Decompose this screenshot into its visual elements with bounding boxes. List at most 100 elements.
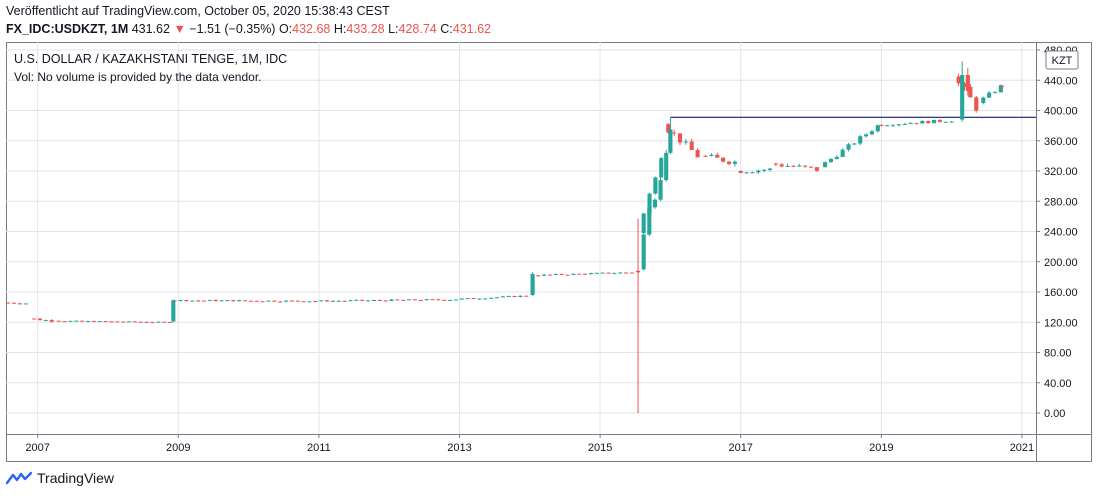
candle-body	[360, 299, 365, 301]
down-arrow-icon: ▼	[173, 22, 186, 36]
quote-bar: FX_IDC:USDKZT, 1M 431.62 ▼ −1.51 (−0.35%…	[6, 22, 491, 36]
candle-body	[968, 86, 973, 98]
chart-title: U.S. DOLLAR / KAZAKHSTANI TENGE, 1M, IDC	[14, 52, 287, 66]
time-axis[interactable]: 2007 2009 2011 2013 2015 2017 2019 2021	[25, 434, 1034, 454]
low-label: L:	[388, 22, 399, 36]
candle-body	[518, 295, 523, 297]
candle-body	[962, 83, 967, 87]
candle-body	[659, 158, 664, 178]
candle-body	[489, 297, 494, 299]
candle-body	[11, 302, 17, 304]
volume-note: Vol: No volume is provided by the data v…	[14, 70, 261, 84]
candle-body	[377, 300, 382, 302]
change-value: −1.51 (−0.35%)	[189, 22, 276, 36]
x-tick-label: 2017	[728, 442, 752, 454]
candle-body	[32, 318, 37, 320]
candle-body	[785, 165, 790, 167]
chart-area[interactable]: 0.00 40.00 80.00 120.00 160.00 200.00 240.00 28…	[6, 42, 1092, 462]
close-value: 431.62	[452, 22, 491, 36]
candle-body	[126, 321, 132, 323]
candle-body	[594, 272, 599, 274]
candle-body	[624, 272, 629, 274]
candle-body	[103, 321, 108, 323]
candle-body	[823, 162, 828, 168]
candle-body	[219, 300, 224, 302]
candle-body	[732, 161, 737, 164]
y-tick-label: 80.00	[1044, 348, 1072, 360]
candle-body	[932, 119, 937, 124]
candle-body	[260, 301, 265, 303]
candle-body	[565, 274, 570, 276]
candle-body	[284, 300, 289, 302]
candle-body	[430, 299, 435, 301]
high-value: 433.28	[346, 22, 385, 36]
brand[interactable]: TradingView	[6, 470, 114, 486]
candle-body	[330, 300, 335, 302]
candle-body	[721, 157, 726, 162]
candle-body	[858, 136, 863, 144]
candle-body	[242, 300, 248, 302]
candle-body	[1000, 85, 1005, 87]
candle-body	[571, 273, 576, 275]
candle-body	[612, 273, 617, 275]
candle-body	[992, 92, 998, 94]
candle-body	[171, 300, 176, 322]
price-chart[interactable]: 0.00 40.00 80.00 120.00 160.00 200.00 240.00 28…	[6, 42, 1092, 462]
candle-body	[43, 320, 48, 322]
y-tick-label: 160.00	[1044, 287, 1078, 299]
candle-body	[162, 321, 167, 323]
candle-body	[926, 120, 931, 124]
candle-body	[295, 300, 300, 302]
y-tick-label: 280.00	[1044, 196, 1078, 208]
candle-body	[791, 165, 796, 167]
grid-lines	[6, 42, 1036, 434]
x-tick-label: 2015	[588, 442, 612, 454]
candle-body	[869, 131, 875, 135]
y-tick-label: 320.00	[1044, 166, 1078, 178]
candle-body	[629, 272, 635, 274]
high-label: H:	[333, 22, 347, 36]
candle-body	[852, 143, 857, 145]
candle-body	[289, 300, 294, 302]
candle-body	[960, 74, 965, 120]
candle-body	[74, 320, 79, 322]
candle-body	[559, 273, 564, 275]
candle-body	[920, 120, 925, 124]
x-tick-label: 2007	[25, 442, 49, 454]
candle-body	[418, 300, 423, 302]
candle-body	[987, 92, 992, 98]
candle-body	[583, 273, 588, 275]
candle-body	[512, 295, 517, 297]
candle-body	[668, 129, 673, 153]
candle-body	[436, 299, 441, 301]
y-tick-label: 400.00	[1044, 106, 1078, 118]
candle-body	[828, 158, 833, 163]
candle-body	[808, 166, 814, 168]
candle-body	[207, 299, 212, 301]
candle-body	[773, 163, 778, 165]
open-label: O:	[278, 22, 293, 36]
last-price: 431.62	[131, 22, 170, 36]
candle-body	[231, 300, 236, 302]
candle-body	[618, 272, 623, 274]
candle-body	[834, 156, 839, 159]
candle-body	[412, 299, 418, 301]
candle-body	[371, 300, 376, 302]
candle-body	[383, 300, 388, 302]
candle-body	[477, 298, 482, 300]
candle-body	[779, 164, 784, 167]
candle-body	[908, 123, 913, 125]
candle-body	[683, 141, 688, 143]
candle-body	[814, 167, 819, 171]
candle-body	[636, 270, 641, 273]
x-tick-label: 2019	[869, 442, 893, 454]
x-tick-label: 2009	[166, 442, 190, 454]
y-tick-label: 40.00	[1044, 378, 1072, 390]
x-tick-label: 2011	[307, 442, 331, 454]
candle-body	[348, 300, 353, 302]
candle-body	[56, 320, 61, 322]
candle-body	[448, 299, 453, 301]
candle-body	[336, 300, 341, 302]
y-tick-label: 200.00	[1044, 257, 1078, 269]
published-info: Veröffentlicht auf TradingView.com, Octo…	[6, 4, 390, 18]
